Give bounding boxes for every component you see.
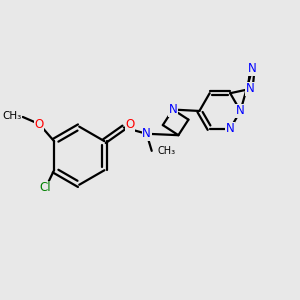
Text: CH₃: CH₃ <box>158 146 176 156</box>
Text: N: N <box>169 103 177 116</box>
Text: O: O <box>34 118 44 130</box>
Text: N: N <box>142 127 151 140</box>
Text: N: N <box>246 82 255 95</box>
Text: Cl: Cl <box>40 182 51 194</box>
Text: N: N <box>248 62 257 75</box>
Text: N: N <box>236 104 245 118</box>
Text: O: O <box>125 118 135 131</box>
Text: N: N <box>226 122 235 135</box>
Text: CH₃: CH₃ <box>2 110 21 121</box>
